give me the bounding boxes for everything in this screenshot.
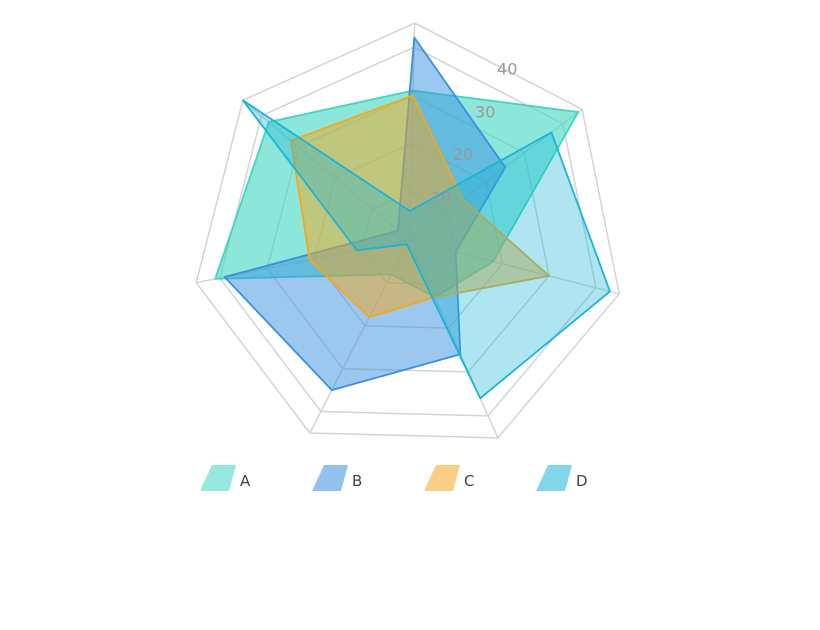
legend-item-d[interactable]: D: [536, 465, 588, 491]
legend-label: D: [576, 472, 588, 490]
legend-swatch: [424, 465, 460, 491]
tick-label: 40: [497, 60, 517, 79]
legend-swatch: [312, 465, 348, 491]
legend-swatch: [536, 465, 572, 491]
tick-label: 10: [431, 188, 451, 207]
legend-swatch: [200, 465, 236, 491]
legend[interactable]: A B C D: [200, 465, 588, 491]
tick-label: 20: [453, 145, 473, 164]
legend-item-a[interactable]: A: [200, 465, 251, 491]
legend-item-c[interactable]: C: [424, 465, 474, 491]
legend-item-b[interactable]: B: [312, 465, 362, 491]
tick-label: 30: [475, 102, 495, 121]
legend-label: A: [240, 472, 251, 490]
legend-label: C: [464, 472, 474, 490]
series-areas: [215, 38, 610, 399]
legend-label: B: [352, 472, 362, 490]
